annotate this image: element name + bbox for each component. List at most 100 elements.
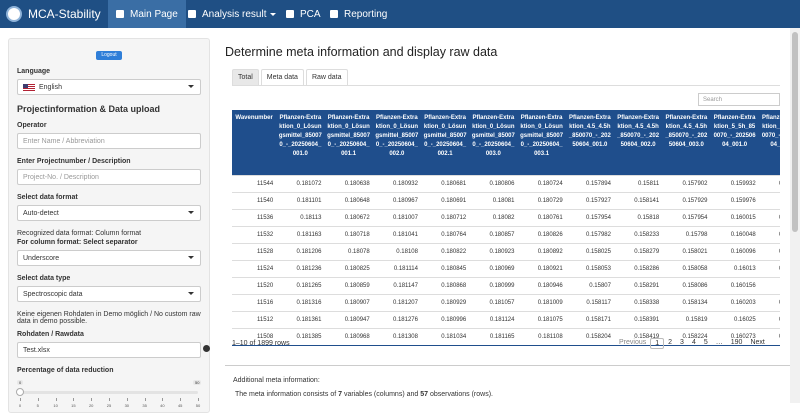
- search-input[interactable]: Search: [698, 93, 780, 106]
- column-header: Pflanzen-Extraktion_5_5h_850070_-_202506…: [758, 110, 780, 176]
- separator-select[interactable]: Underscore: [17, 250, 201, 266]
- table-row: 11532 0.181163 0.180718 0.181041 0.180764 0.1…: [232, 226, 780, 244]
- page-link[interactable]: …: [715, 339, 723, 346]
- page-link[interactable]: 5: [703, 339, 708, 346]
- table-cell: 0.15811: [613, 175, 663, 193]
- page-link[interactable]: 3: [680, 339, 684, 346]
- slider-track: [20, 391, 198, 394]
- table-cell: 11536: [232, 209, 277, 227]
- tab[interactable]: Total: [232, 69, 259, 85]
- slider-handle[interactable]: [16, 388, 24, 396]
- table-cell: 0.160216: [758, 328, 780, 346]
- slider-tick-label: 25: [106, 403, 112, 408]
- column-header: Pflanzen-Extraktion_4.5_4.5h_850070_-_20…: [613, 110, 663, 176]
- page-link[interactable]: 4: [691, 339, 696, 346]
- slider-tick: [37, 398, 39, 401]
- help-icon[interactable]: [203, 345, 210, 352]
- page-link[interactable]: 190: [730, 339, 743, 346]
- slider-tick: [55, 398, 57, 401]
- scrollbar-thumb[interactable]: [792, 32, 798, 232]
- table-cell: 0.180826: [517, 226, 566, 244]
- type-select[interactable]: Spectroscopic data: [17, 286, 201, 302]
- table-cell: 0.181385: [276, 328, 325, 346]
- main-panel: Determine meta information and display r…: [225, 38, 790, 398]
- table-cell: 0.160015: [710, 209, 759, 227]
- table-cell: 0.160054: [758, 243, 780, 261]
- table-cell: 0.180718: [324, 226, 373, 244]
- scrollbar[interactable]: [790, 28, 800, 403]
- table-cell: 0.15798: [662, 226, 711, 244]
- brand[interactable]: MCA-Stability: [6, 3, 101, 25]
- table-row: 11544 0.181072 0.180638 0.180932 0.180681 0.1…: [232, 175, 780, 193]
- table-cell: 0.180969: [469, 260, 518, 278]
- column-header: Pflanzen-Extraktion_0_Lösungsmittel_8500…: [469, 110, 518, 176]
- column-header: Pflanzen-Extraktion_0_Lösungsmittel_8500…: [276, 110, 325, 176]
- language-select[interactable]: English: [17, 79, 201, 95]
- slider-tick-label: 30: [124, 403, 130, 408]
- page-link[interactable]: 2: [668, 339, 673, 346]
- tab[interactable]: Meta data: [260, 69, 304, 85]
- table-cell: 11540: [232, 192, 277, 210]
- icon: [330, 10, 338, 18]
- table-cell: 0.181072: [276, 175, 325, 193]
- table-cell: 0.181308: [372, 328, 421, 346]
- select-value: Auto-detect: [23, 209, 59, 217]
- rawdata-input[interactable]: Test.xlsx: [17, 342, 201, 358]
- slider-tick: [180, 398, 182, 401]
- column-header: Pflanzen-Extraktion_0_Lösungsmittel_8500…: [372, 110, 421, 176]
- table-cell: 0.181207: [372, 294, 421, 312]
- table-cell: 0.180999: [469, 277, 518, 295]
- table-cell: 0.18081: [469, 192, 518, 210]
- table-cell: 0.180968: [324, 328, 373, 346]
- page-title: Determine meta information and display r…: [225, 45, 498, 59]
- column-header: Wavenumber: [232, 110, 277, 176]
- table-cell: 0.180672: [324, 209, 373, 227]
- table-cell: 11520: [232, 277, 277, 295]
- slider-tick-label: 0: [18, 403, 22, 408]
- table-cell: 0.180967: [372, 192, 421, 210]
- table-cell: 0.15997: [758, 192, 780, 210]
- nav-reporting[interactable]: Reporting: [322, 0, 395, 28]
- table-cell: 0.158419: [613, 328, 663, 346]
- brand-text: MCA-Stability: [28, 7, 101, 21]
- table-row: 11512 0.181361 0.180947 0.181276 0.180996 0.1…: [232, 311, 780, 329]
- table-cell: 11512: [232, 311, 277, 329]
- nav-analysis[interactable]: Analysis result: [180, 0, 284, 28]
- table-cell: 0.16025: [710, 311, 759, 329]
- table-cell: 0.181114: [372, 260, 421, 278]
- table-cell: 0.180764: [420, 226, 470, 244]
- operator-input[interactable]: Enter Name / Abbreviation: [17, 133, 201, 149]
- project-input[interactable]: Project-No. / Description: [17, 169, 201, 185]
- table-row: 11528 0.181206 0.18078 0.18108 0.180822 0.180…: [232, 243, 780, 261]
- slider[interactable]: 0 50 0 5 10 15 20 25 30 35 40 45 50: [16, 380, 202, 412]
- page-link[interactable]: 1: [650, 338, 665, 349]
- table-cell: 0.180681: [420, 175, 470, 193]
- table-cell: 0.18078: [324, 243, 373, 261]
- table-cell: 0.180996: [420, 311, 470, 329]
- label: Operator: [17, 122, 47, 129]
- navbar: MCA-Stability Main Page Analysis result …: [0, 0, 800, 28]
- page-link[interactable]: Next: [750, 339, 765, 346]
- nav-main[interactable]: Main Page: [108, 0, 186, 28]
- slider-tick: [198, 398, 199, 401]
- tab[interactable]: Raw data: [305, 69, 348, 85]
- table-cell: 0.158391: [613, 311, 663, 329]
- table-cell: 0.158134: [662, 294, 711, 312]
- table-cell: 0.15807: [565, 277, 614, 295]
- format-select[interactable]: Auto-detect: [17, 205, 201, 221]
- table-cell: 0.160099: [758, 260, 780, 278]
- table-cell: 0.180932: [372, 175, 421, 193]
- slider-tick-label: 50: [195, 403, 201, 408]
- slider-tick: [126, 398, 128, 401]
- table-cell: 0.181236: [276, 260, 325, 278]
- pagination: Previous 1 2 3 4 5 … 190 Next: [615, 338, 769, 349]
- page-link[interactable]: Previous: [619, 339, 647, 346]
- data-table: Wavenumber Pflanzen-Extraktion_0_Lösungsm…: [232, 110, 780, 346]
- table-info: 1–10 of 1899 rows: [232, 340, 290, 347]
- nav-pca[interactable]: PCA: [278, 0, 329, 28]
- meta-text-part: 7: [338, 391, 343, 398]
- table-cell: 11528: [232, 243, 277, 261]
- logout-button[interactable]: Logout: [96, 51, 122, 60]
- table-cell: 0.181276: [372, 311, 421, 329]
